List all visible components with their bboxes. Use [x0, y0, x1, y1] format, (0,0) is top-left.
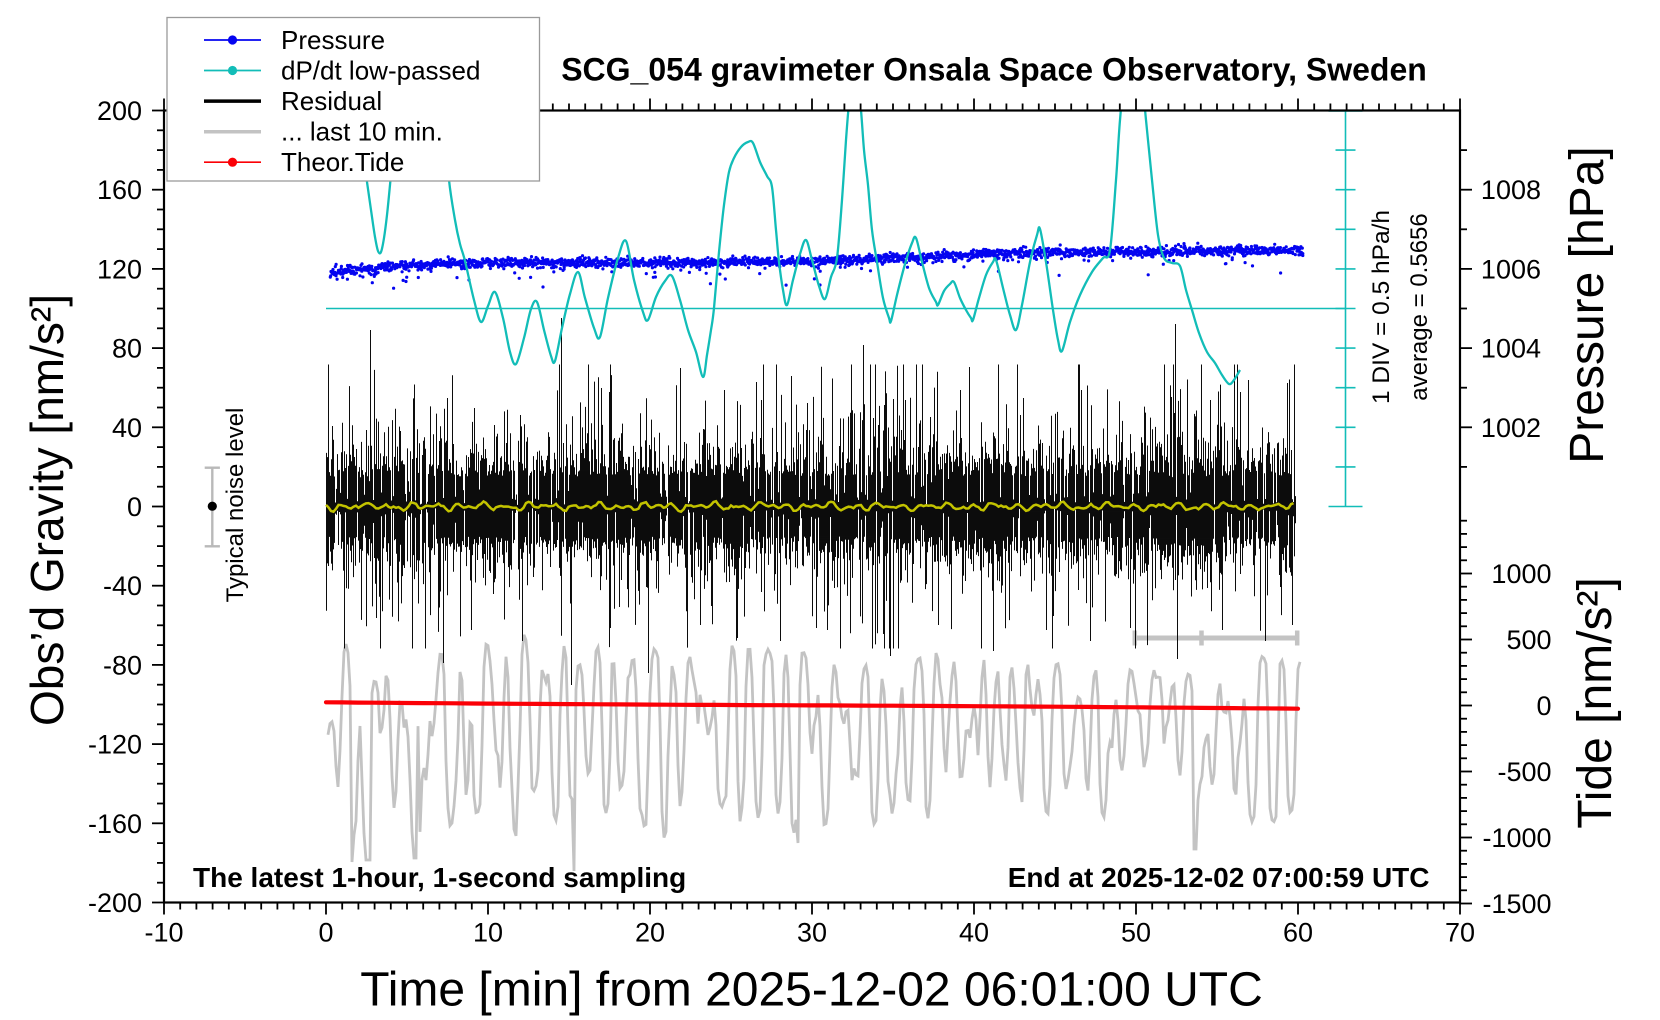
svg-text:-120: -120	[88, 730, 142, 760]
svg-text:70: 70	[1445, 918, 1475, 948]
svg-text:30: 30	[797, 918, 827, 948]
svg-text:0: 0	[127, 492, 142, 522]
svg-text:1004: 1004	[1481, 334, 1541, 364]
svg-text:40: 40	[112, 413, 142, 443]
svg-text:1002: 1002	[1481, 413, 1541, 443]
svg-text:20: 20	[635, 918, 665, 948]
svg-text:Obs’d Gravity [nm/s²]: Obs’d Gravity [nm/s²]	[21, 294, 73, 726]
svg-text:Time [min] from 2025-12-02 06:: Time [min] from 2025-12-02 06:01:00 UTC	[360, 964, 1263, 1017]
svg-text:1006: 1006	[1481, 254, 1541, 284]
svg-text:-1500: -1500	[1482, 889, 1551, 919]
svg-text:-80: -80	[103, 650, 142, 680]
svg-text:40: 40	[959, 918, 989, 948]
svg-text:0: 0	[318, 918, 333, 948]
svg-text:1000: 1000	[1491, 559, 1551, 589]
svg-text:0: 0	[1536, 691, 1551, 721]
svg-text:SCG_054 gravimeter Onsala Spac: SCG_054 gravimeter Onsala Space Observat…	[561, 52, 1427, 88]
svg-text:Residual: Residual	[281, 86, 382, 116]
svg-text:80: 80	[112, 334, 142, 364]
svg-text:-40: -40	[103, 571, 142, 601]
svg-text:Theor.Tide: Theor.Tide	[281, 147, 404, 177]
svg-text:1008: 1008	[1481, 175, 1541, 205]
svg-text:Typical noise level: Typical noise level	[222, 408, 249, 603]
svg-text:Pressure: Pressure	[281, 25, 385, 55]
svg-text:-500: -500	[1497, 757, 1551, 787]
svg-text:-160: -160	[88, 809, 142, 839]
svg-text:Tide [nm/s²]: Tide [nm/s²]	[1569, 577, 1622, 829]
svg-text:10: 10	[473, 918, 503, 948]
svg-text:dP/dt low-passed: dP/dt low-passed	[281, 56, 480, 86]
svg-text:The latest 1-hour, 1-second sa: The latest 1-hour, 1-second sampling	[193, 862, 686, 893]
svg-text:End at 2025-12-02 07:00:59 UTC: End at 2025-12-02 07:00:59 UTC	[1008, 862, 1430, 893]
svg-text:50: 50	[1121, 918, 1151, 948]
svg-text:-200: -200	[88, 888, 142, 918]
svg-text:1 DIV = 0.5 hPa/h: 1 DIV = 0.5 hPa/h	[1368, 210, 1395, 404]
svg-text:-10: -10	[144, 918, 183, 948]
svg-text:-1000: -1000	[1482, 823, 1551, 853]
svg-text:200: 200	[97, 96, 142, 126]
svg-text:500: 500	[1506, 625, 1551, 655]
svg-text:120: 120	[97, 254, 142, 284]
svg-text:60: 60	[1283, 918, 1313, 948]
svg-text:... last 10 min.: ... last 10 min.	[281, 117, 443, 147]
svg-text:Pressure [hPa]: Pressure [hPa]	[1561, 146, 1614, 463]
svg-text:average = 0.5656: average = 0.5656	[1406, 213, 1433, 401]
svg-text:160: 160	[97, 175, 142, 205]
